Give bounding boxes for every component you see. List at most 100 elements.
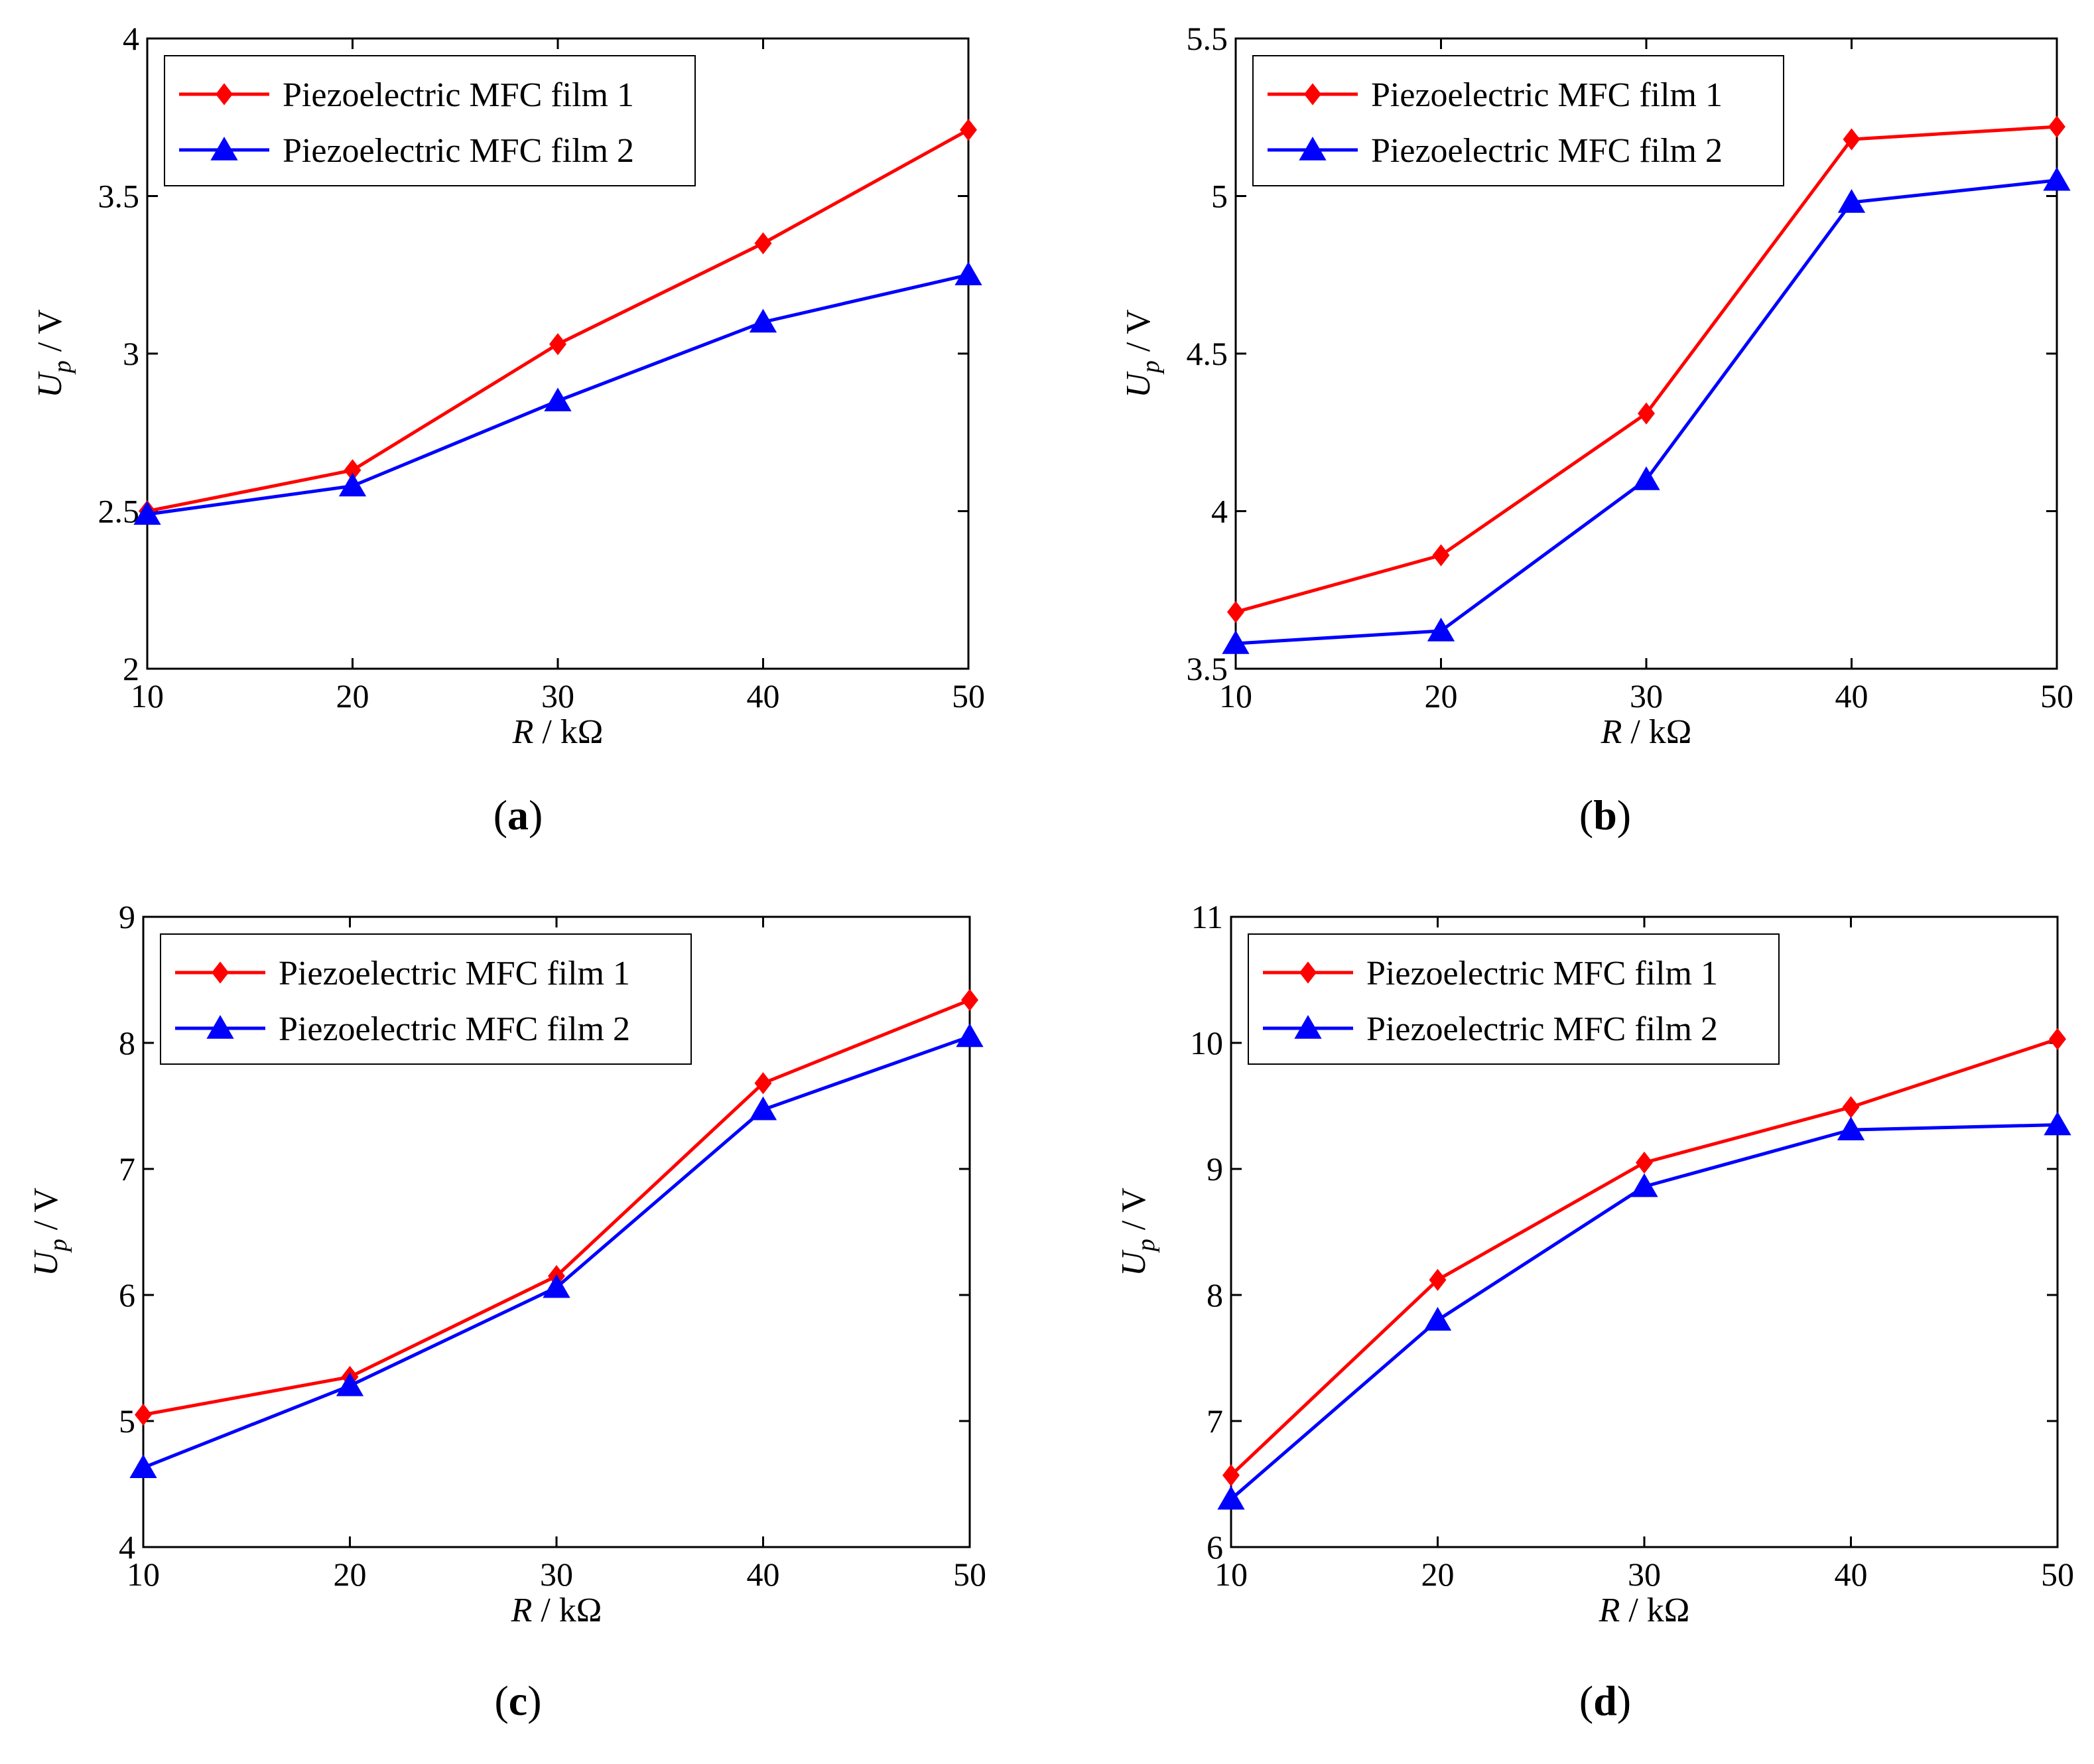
x-tick-label: 30 <box>541 677 574 714</box>
y-tick-label: 6 <box>1207 1528 1223 1566</box>
x-tick-label: 20 <box>336 677 369 714</box>
y-tick-label: 8 <box>119 1024 135 1061</box>
data-point-series-2 <box>1837 188 1866 213</box>
data-point-series-2 <box>1630 1173 1658 1197</box>
x-tick-label: 30 <box>540 1556 573 1593</box>
x-tick-label: 10 <box>127 1556 160 1593</box>
legend-label-2: Piezoelectric MFC film 2 <box>283 132 634 170</box>
legend-box <box>1248 933 1780 1065</box>
data-point-series-2 <box>956 1023 984 1048</box>
x-tick-label: 50 <box>952 677 985 714</box>
y-tick-label: 11 <box>1191 898 1223 935</box>
series-line-1 <box>147 128 970 513</box>
data-point-series-2 <box>543 1274 570 1298</box>
y-tick-label: 4 <box>119 1528 135 1566</box>
data-point-series-1 <box>960 119 977 141</box>
series-line-1 <box>1235 125 2058 614</box>
x-tick-label: 40 <box>1835 677 1868 714</box>
x-axis-label: R / kΩ <box>1601 713 1692 751</box>
y-tick-label: 4 <box>1211 493 1228 530</box>
y-tick-label: 4.5 <box>1187 335 1228 372</box>
x-tick-label: 10 <box>1214 1556 1248 1593</box>
chart-panel-d: 10 20 30 40 50 6 7 8 9 10 11 R / kΩ Up / V Piezoelect… <box>1115 898 2074 1629</box>
x-tick-label: 10 <box>131 677 164 714</box>
data-point-series-2 <box>1423 1306 1452 1331</box>
data-point-series-2 <box>133 501 161 525</box>
data-point-series-2 <box>954 261 982 286</box>
legend-marker-2 <box>210 136 238 161</box>
y-tick-label: 5 <box>119 1402 135 1440</box>
data-point-series-2 <box>2043 167 2071 191</box>
x-tick-label: 20 <box>334 1556 367 1593</box>
data-point-series-2 <box>1632 466 1660 490</box>
series-line-1 <box>1230 1037 2058 1477</box>
x-tick-label: 20 <box>1421 1556 1455 1593</box>
legend-marker-2 <box>1294 1014 1322 1039</box>
data-point-series-1 <box>1432 544 1450 567</box>
data-point-series-1 <box>1843 128 1861 151</box>
legend-label-1: Piezoelectric MFC film 1 <box>279 955 630 992</box>
data-point-series-2 <box>336 1372 364 1396</box>
y-tick-label: 7 <box>119 1150 135 1187</box>
legend-marker-2 <box>206 1014 234 1039</box>
legend-box <box>160 933 692 1065</box>
x-tick-label: 50 <box>2041 1556 2074 1593</box>
legend-marker-1 <box>216 83 233 105</box>
data-point-series-1 <box>1636 1151 1653 1174</box>
data-point-series-1 <box>754 232 772 255</box>
data-point-series-1 <box>1429 1268 1447 1291</box>
data-point-series-2 <box>129 1454 157 1479</box>
data-point-series-1 <box>2048 115 2065 138</box>
panel-label-a: (a) <box>493 791 543 839</box>
legend-label-2: Piezoelectric MFC film 2 <box>1366 1010 1718 1048</box>
legend-label-1: Piezoelectric MFC film 1 <box>283 76 634 114</box>
data-point-series-1 <box>1842 1096 1860 1119</box>
x-axis-label: R / kΩ <box>512 713 604 751</box>
data-point-series-2 <box>749 1096 777 1120</box>
legend-marker-1 <box>1304 83 1321 105</box>
data-point-series-2 <box>1217 1485 1245 1510</box>
y-tick-label: 7 <box>1207 1402 1223 1440</box>
y-tick-label: 3.5 <box>98 178 140 215</box>
legend-label-1: Piezoelectric MFC film 1 <box>1366 955 1718 992</box>
y-tick-label: 3.5 <box>1187 650 1228 687</box>
y-axis-label: Up / V <box>1115 1187 1160 1276</box>
x-axis-label: R / kΩ <box>511 1592 602 1629</box>
data-point-series-2 <box>338 472 367 497</box>
y-tick-label: 2.5 <box>98 493 140 530</box>
y-tick-label: 10 <box>1190 1024 1223 1061</box>
x-axis-label: R / kΩ <box>1599 1592 1690 1629</box>
data-point-series-2 <box>1837 1117 1865 1140</box>
x-tick-label: 30 <box>1628 1556 1661 1593</box>
y-tick-label: 2 <box>123 650 139 687</box>
x-tick-label: 50 <box>2040 677 2073 714</box>
y-tick-label: 9 <box>119 898 135 935</box>
y-axis-label: Up / V <box>1120 309 1165 398</box>
legend-marker-2 <box>1299 136 1327 161</box>
x-tick-label: 40 <box>1835 1556 1868 1593</box>
legend-label-2: Piezoelectric MFC film 2 <box>1371 132 1723 170</box>
y-tick-label: 8 <box>1207 1276 1223 1314</box>
y-axis-label: Up / V <box>31 309 76 398</box>
data-point-series-2 <box>1427 617 1455 642</box>
data-point-series-2 <box>2044 1111 2071 1136</box>
legend-box <box>1252 55 1784 186</box>
data-point-series-1 <box>135 1403 152 1426</box>
y-tick-label: 6 <box>119 1276 135 1314</box>
y-tick-label: 5 <box>1211 178 1228 215</box>
chart-panel-b: 10 20 30 40 50 3.5 4 4.5 5 5.5 R / kΩ Up / V Piezoel… <box>1120 20 2073 751</box>
legend-marker-1 <box>1299 961 1317 984</box>
data-point-series-1 <box>2049 1028 2066 1050</box>
legend-label-1: Piezoelectric MFC film 1 <box>1371 76 1723 114</box>
legend-box <box>164 55 696 186</box>
x-tick-label: 30 <box>1630 677 1663 714</box>
y-tick-label: 3 <box>123 335 139 372</box>
data-point-series-1 <box>549 333 566 356</box>
y-tick-label: 9 <box>1207 1150 1223 1187</box>
data-point-series-1 <box>754 1072 772 1095</box>
y-axis-label: Up / V <box>27 1187 72 1276</box>
data-point-series-1 <box>1227 600 1244 624</box>
data-point-series-1 <box>1638 402 1655 425</box>
panel-label-c: (c) <box>494 1677 541 1724</box>
